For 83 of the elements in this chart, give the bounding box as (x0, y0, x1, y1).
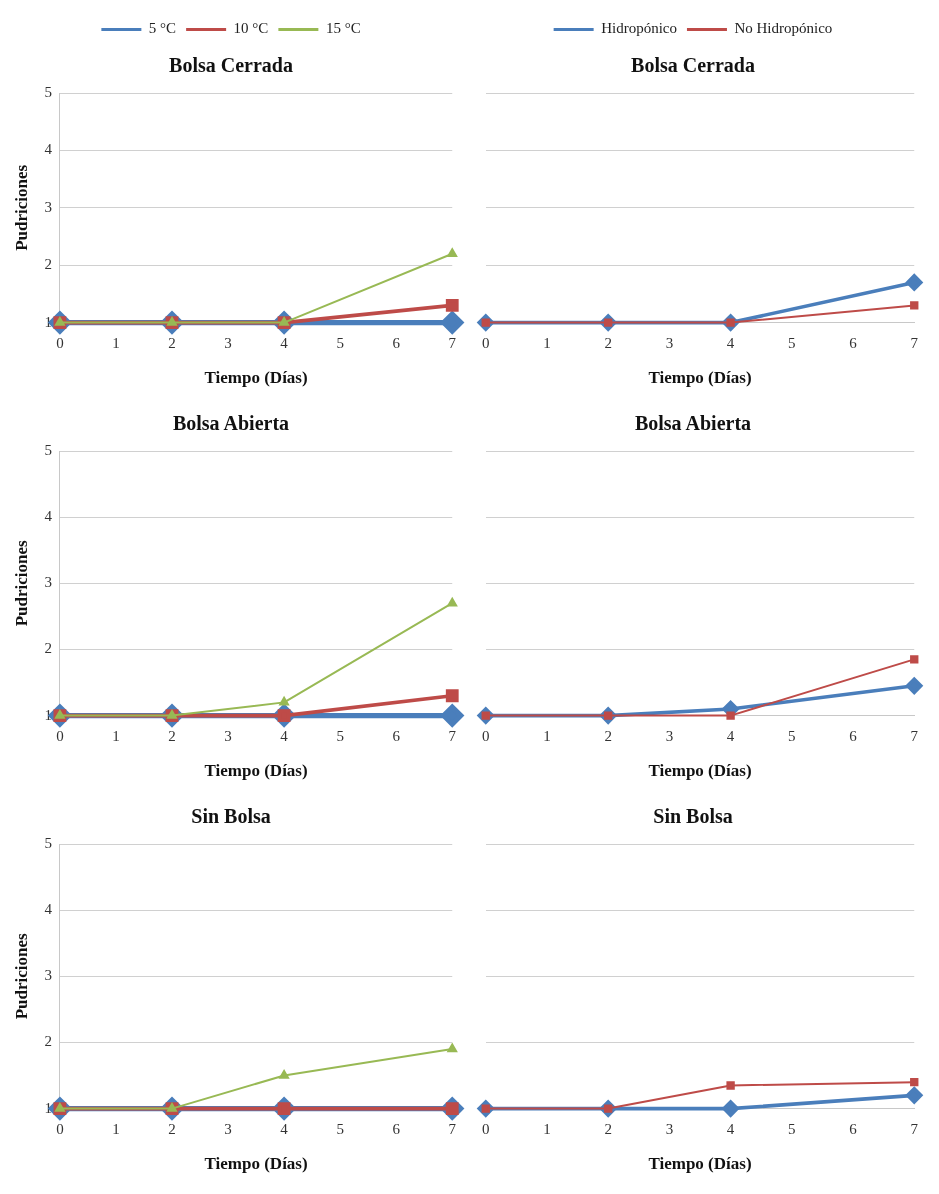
x-axis-title: Tiempo (Días) (648, 368, 752, 388)
x-tick-label: 5 (788, 1120, 796, 1137)
x-tick-label: 0 (482, 1120, 490, 1137)
x-axis-title: Tiempo (Días) (648, 761, 752, 781)
x-axis-title: Tiempo (Días) (648, 1154, 752, 1174)
x-tick-label: 3 (224, 1120, 232, 1137)
x-tick-label: 3 (224, 727, 232, 744)
chart-title: Bolsa Cerrada (169, 54, 293, 77)
x-tick-label: 0 (482, 727, 490, 744)
chart-title: Sin Bolsa (653, 805, 733, 828)
x-tick-label: 2 (168, 334, 176, 351)
x-axis-title: Tiempo (Días) (204, 368, 308, 388)
x-tick-label: 0 (56, 1120, 64, 1137)
x-tick-label: 7 (910, 334, 919, 351)
y-tick-label: 1 (44, 313, 52, 330)
x-tick-label: 5 (788, 727, 796, 744)
x-tick-label: 5 (788, 334, 796, 351)
x-tick-label: 7 (448, 727, 457, 744)
y-tick-label: 2 (44, 640, 52, 657)
x-tick-label: 6 (849, 334, 858, 351)
x-tick-label: 3 (665, 727, 674, 744)
chart-title: Sin Bolsa (191, 805, 271, 828)
x-tick-label: 2 (604, 1120, 612, 1137)
y-tick-label: 2 (44, 1033, 52, 1050)
legend-label: 5 °C (148, 20, 177, 37)
y-tick-label: 3 (44, 198, 52, 215)
x-tick-label: 4 (280, 1120, 289, 1137)
x-tick-label: 6 (849, 727, 858, 744)
y-tick-label: 1 (44, 706, 52, 723)
x-tick-label: 0 (56, 727, 64, 744)
x-tick-label: 1 (543, 727, 551, 744)
x-tick-label: 7 (448, 334, 457, 351)
chart-title: Bolsa Cerrada (631, 54, 755, 77)
x-tick-label: 3 (665, 334, 674, 351)
chart-title: Bolsa Abierta (172, 412, 290, 435)
x-tick-label: 1 (543, 1120, 551, 1137)
chart-title: Bolsa Abierta (634, 412, 752, 435)
x-tick-label: 3 (224, 334, 232, 351)
x-tick-label: 2 (604, 727, 612, 744)
y-axis-title: Pudriciones (11, 539, 31, 627)
x-tick-label: 0 (482, 334, 490, 351)
x-tick-label: 4 (726, 334, 735, 351)
x-tick-label: 7 (910, 727, 919, 744)
y-tick-label: 3 (44, 967, 52, 984)
x-tick-label: 5 (336, 1120, 344, 1137)
x-tick-label: 6 (392, 334, 401, 351)
x-tick-label: 1 (112, 334, 120, 351)
x-tick-label: 2 (604, 334, 612, 351)
y-tick-label: 2 (44, 256, 52, 273)
x-tick-label: 3 (665, 1120, 674, 1137)
x-tick-label: 1 (112, 1120, 120, 1137)
y-axis-title: Pudriciones (11, 164, 31, 251)
x-tick-label: 4 (726, 727, 735, 744)
x-tick-label: 4 (280, 334, 289, 351)
x-tick-label: 4 (726, 1120, 735, 1137)
x-tick-label: 4 (280, 727, 289, 744)
x-axis-title: Tiempo (Días) (204, 761, 308, 781)
y-axis-title: Pudriciones (11, 932, 31, 1020)
x-tick-label: 6 (392, 1120, 401, 1137)
legend-label: 15 °C (325, 20, 361, 37)
x-tick-label: 6 (849, 1120, 858, 1137)
y-tick-label: 4 (44, 901, 53, 918)
x-tick-label: 1 (112, 727, 120, 744)
y-tick-label: 1 (44, 1099, 52, 1116)
y-tick-label: 5 (44, 83, 52, 100)
x-tick-label: 5 (336, 727, 344, 744)
y-tick-label: 3 (44, 574, 52, 591)
x-tick-label: 1 (543, 334, 551, 351)
x-tick-label: 7 (448, 1120, 457, 1137)
y-tick-label: 4 (44, 508, 53, 525)
x-tick-label: 2 (168, 1120, 176, 1137)
x-axis-title: Tiempo (Días) (204, 1154, 308, 1174)
legend-label: No Hidropónico (734, 20, 833, 37)
x-tick-label: 6 (392, 727, 401, 744)
x-tick-label: 2 (168, 727, 176, 744)
x-tick-label: 7 (910, 1120, 919, 1137)
y-tick-label: 5 (44, 834, 52, 851)
x-tick-label: 5 (336, 334, 344, 351)
legend-label: 10 °C (233, 20, 269, 37)
y-tick-label: 4 (44, 141, 53, 158)
legend-label: Hidropónico (601, 20, 677, 37)
y-tick-label: 5 (44, 441, 52, 458)
x-tick-label: 0 (56, 334, 64, 351)
